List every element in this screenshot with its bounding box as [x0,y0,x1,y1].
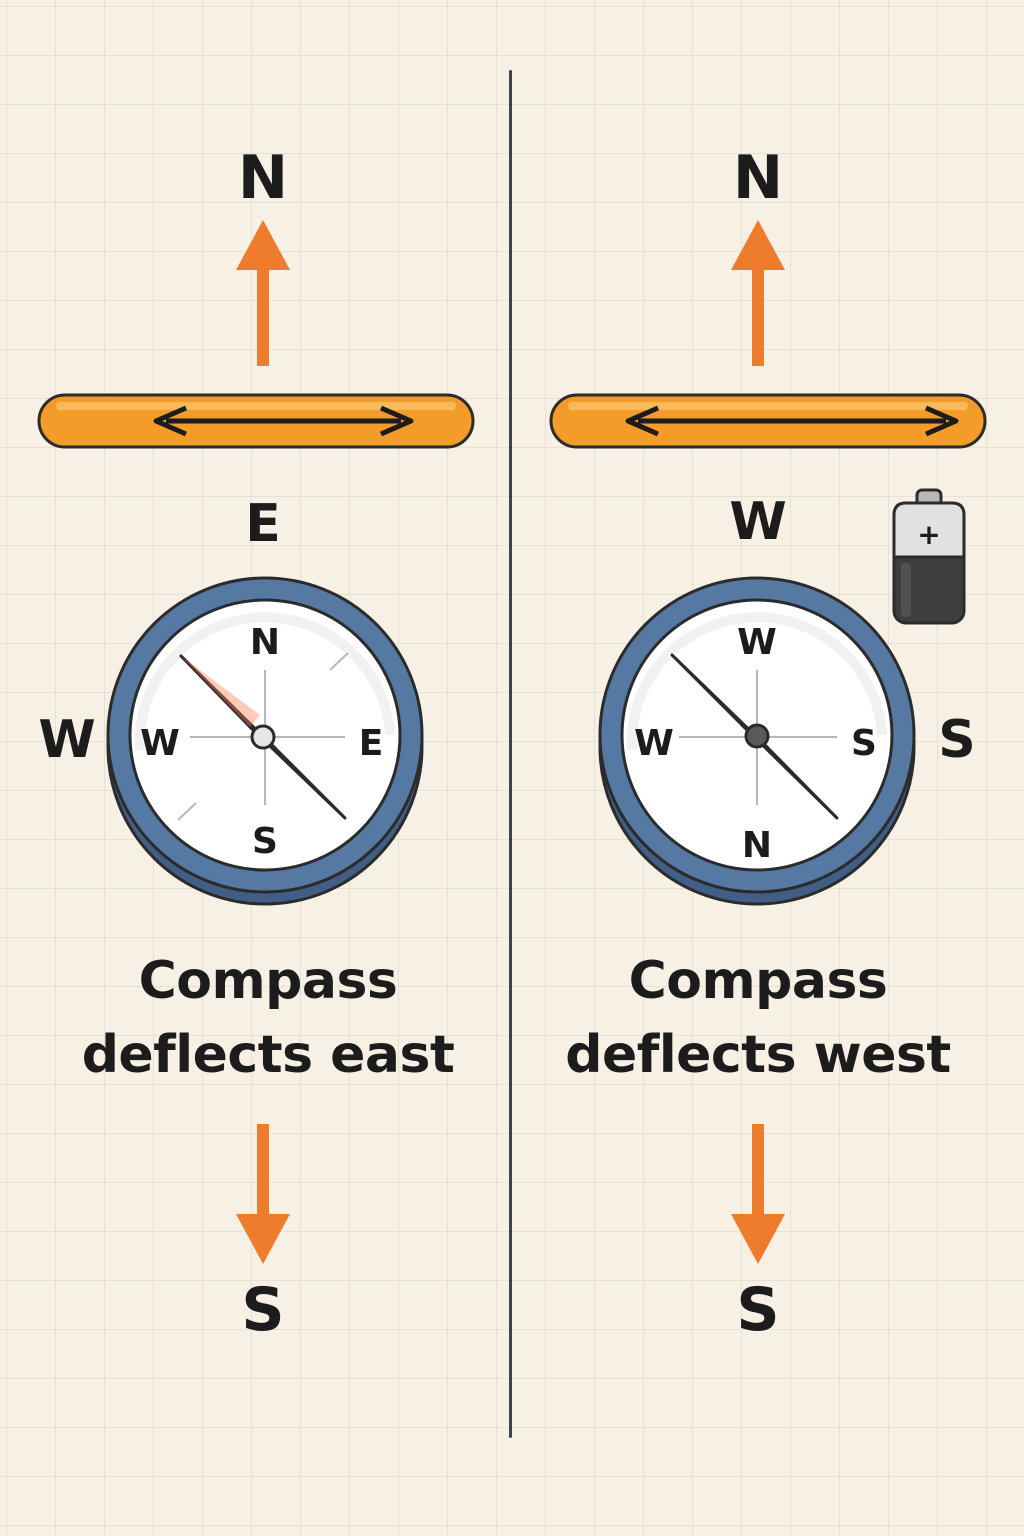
compass-needle-icon [179,654,347,820]
right-panel: N W S + W W S N [512,0,1024,1536]
battery-plus: + [917,518,940,551]
north-label: N [237,143,289,213]
north-arrow-icon [236,220,290,366]
north-label: N [732,143,784,213]
west-label: W [729,492,787,552]
double-arrow-icon [153,405,414,437]
south-label: S [736,1275,780,1345]
double-arrow-icon [625,405,959,437]
dial-south: S [252,821,278,862]
wire-bar [37,393,475,449]
compass-east: N W E S [106,576,424,906]
compass-west: W W S N [598,576,916,906]
west-outer-label: W [38,710,96,770]
battery-icon: + [892,488,966,625]
north-arrow-icon [731,220,785,366]
caption-line2: deflects east [81,1025,455,1085]
dial-east: S [851,723,877,764]
wire-bar [549,393,987,449]
dial-east: E [359,723,384,764]
south-outer-label: S [938,710,976,770]
caption-line1: Compass [628,951,888,1011]
left-panel: N E W N W E S Compass defl [37,143,475,1345]
south-arrow-icon [236,1124,290,1264]
east-label: E [245,494,281,554]
caption-line2: deflects west [565,1025,951,1085]
dial-west: W [140,723,180,764]
caption-line1: Compass [138,951,398,1011]
dial-south: N [742,825,772,866]
dial-west: W [634,723,674,764]
compass-needle-icon [670,653,839,820]
dial-north: W [737,622,777,663]
panel-divider [509,70,512,1438]
south-label: S [241,1275,285,1345]
dial-north: N [250,622,280,663]
south-arrow-icon [731,1124,785,1264]
